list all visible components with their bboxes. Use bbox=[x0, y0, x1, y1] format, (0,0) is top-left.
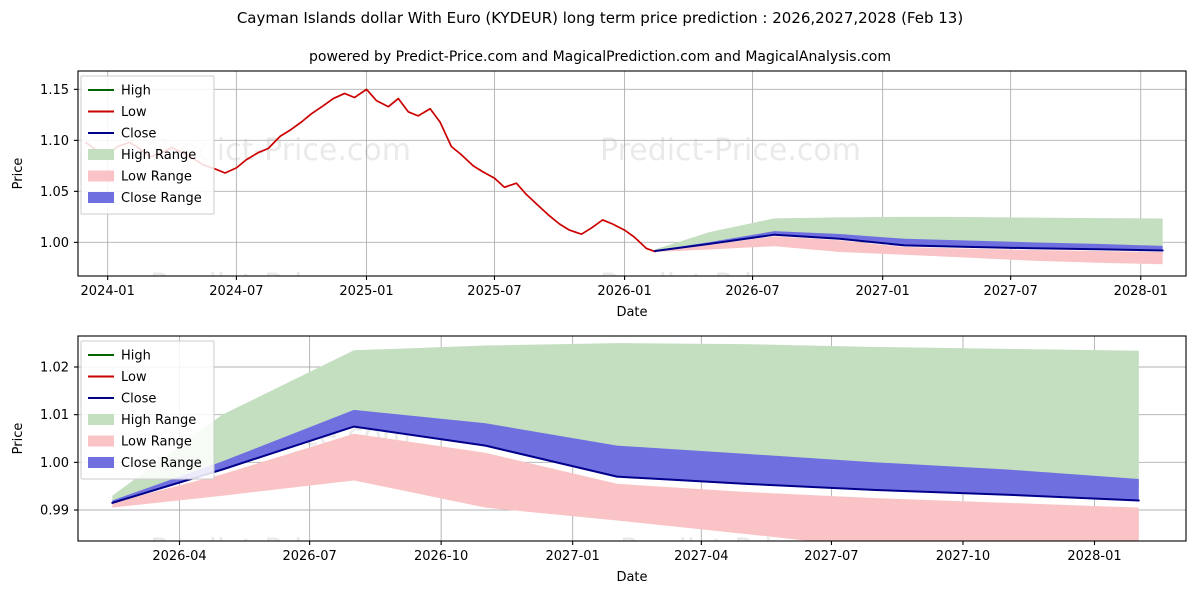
x-tick-label: 2028-01 bbox=[1067, 549, 1121, 564]
x-tick-label: 2027-07 bbox=[804, 549, 858, 564]
axes-frame bbox=[77, 70, 1187, 277]
x-tick-label: 2026-07 bbox=[725, 284, 779, 299]
band-close-range bbox=[112, 409, 1139, 503]
legend-label: High bbox=[121, 349, 151, 364]
x-tick-label: 2026-04 bbox=[152, 549, 206, 564]
x-tick-label: 2026-10 bbox=[414, 549, 468, 564]
x-tick-label: 2027-01 bbox=[546, 549, 600, 564]
y-tick-label: 0.99 bbox=[40, 504, 69, 519]
legend-label: High Range bbox=[121, 148, 196, 163]
y-tick-label: 1.01 bbox=[40, 408, 69, 423]
x-tick-label: 2025-01 bbox=[339, 284, 393, 299]
band-low-range bbox=[112, 433, 1139, 541]
legend-detail: High Low Close High Range Low Range Close Ran… bbox=[80, 340, 215, 480]
legend-swatch-patch bbox=[88, 414, 114, 425]
x-tick-label: 2024-01 bbox=[81, 284, 135, 299]
axis-ticks: 1.00 1.05 1.10 1.15 2024-01 2024-07 2025-01 202… bbox=[40, 83, 1168, 299]
watermark-label: Predict-Price.com bbox=[150, 268, 411, 303]
forecast-detail-chart: Predict-Price.comPredict-Price.comPredic… bbox=[11, 335, 1187, 585]
legend-label: Low Range bbox=[121, 170, 192, 185]
x-tick-label: 2025-07 bbox=[467, 284, 521, 299]
x-axis-label: Date bbox=[616, 305, 647, 320]
watermark-label: Predict-Price.com bbox=[150, 533, 411, 568]
legend-box bbox=[80, 340, 215, 480]
axis-ticks: 0.99 1.00 1.01 1.02 2026-04 2026-07 2026-10 202… bbox=[40, 360, 1122, 564]
x-tick-label: 2027-01 bbox=[855, 284, 909, 299]
legend-label: High Range bbox=[121, 413, 196, 428]
y-tick-label: 1.15 bbox=[40, 83, 69, 98]
y-axis-label: Price bbox=[11, 158, 26, 190]
legend-label: Low bbox=[121, 105, 147, 120]
legend-swatch-patch bbox=[88, 457, 114, 468]
watermark-label: Predict-Price.com bbox=[620, 533, 881, 568]
legend-swatch-patch bbox=[88, 435, 114, 447]
axes-frame bbox=[77, 335, 1187, 542]
x-tick-label: 2027-10 bbox=[936, 549, 990, 564]
band-close-range bbox=[654, 231, 1163, 252]
x-tick-label: 2026-07 bbox=[282, 549, 336, 564]
legend-swatch-patch bbox=[88, 170, 114, 182]
legend-label: Close Range bbox=[121, 456, 202, 471]
x-tick-label: 2028-01 bbox=[1114, 284, 1168, 299]
watermark-label: Predict-Price.com bbox=[600, 133, 861, 168]
legend-label: Close Range bbox=[121, 191, 202, 206]
y-tick-label: 1.10 bbox=[40, 134, 69, 149]
legend-label: High bbox=[121, 84, 151, 99]
y-tick-label: 1.05 bbox=[40, 185, 69, 200]
x-tick-label: 2026-01 bbox=[597, 284, 651, 299]
series-line-close bbox=[653, 233, 1164, 253]
legend-swatch-patch bbox=[88, 149, 114, 160]
legend-overview: High Low Close High Range Low Range Close Ran… bbox=[80, 75, 215, 215]
x-tick-label: 2027-04 bbox=[674, 549, 728, 564]
page-subtitle: powered by Predict-Price.com and Magical… bbox=[309, 49, 891, 65]
legend-box bbox=[80, 75, 215, 215]
y-tick-label: 1.02 bbox=[40, 360, 69, 375]
plot-area bbox=[84, 88, 1164, 265]
legend-swatch-patch bbox=[88, 192, 114, 203]
watermark-label: Predict-Price.com bbox=[600, 268, 861, 303]
x-tick-label: 2024-07 bbox=[209, 284, 263, 299]
legend-label: Low bbox=[121, 370, 147, 385]
x-tick-label: 2027-07 bbox=[983, 284, 1037, 299]
band-low-range bbox=[654, 236, 1163, 265]
series-line-close bbox=[111, 425, 1140, 504]
page-title: Cayman Islands dollar With Euro (KYDEUR)… bbox=[237, 9, 963, 27]
overview-chart: Predict-Price.com Predict-Price.com Predic… bbox=[11, 70, 1187, 320]
x-axis-label: Date bbox=[616, 570, 647, 585]
legend-label: Close bbox=[121, 127, 156, 142]
legend-label: Low Range bbox=[121, 435, 192, 450]
y-tick-label: 1.00 bbox=[40, 236, 69, 251]
y-axis-label: Price bbox=[11, 423, 26, 455]
plot-area bbox=[111, 343, 1140, 541]
y-tick-label: 1.00 bbox=[40, 456, 69, 471]
legend-label: Close bbox=[121, 392, 156, 407]
